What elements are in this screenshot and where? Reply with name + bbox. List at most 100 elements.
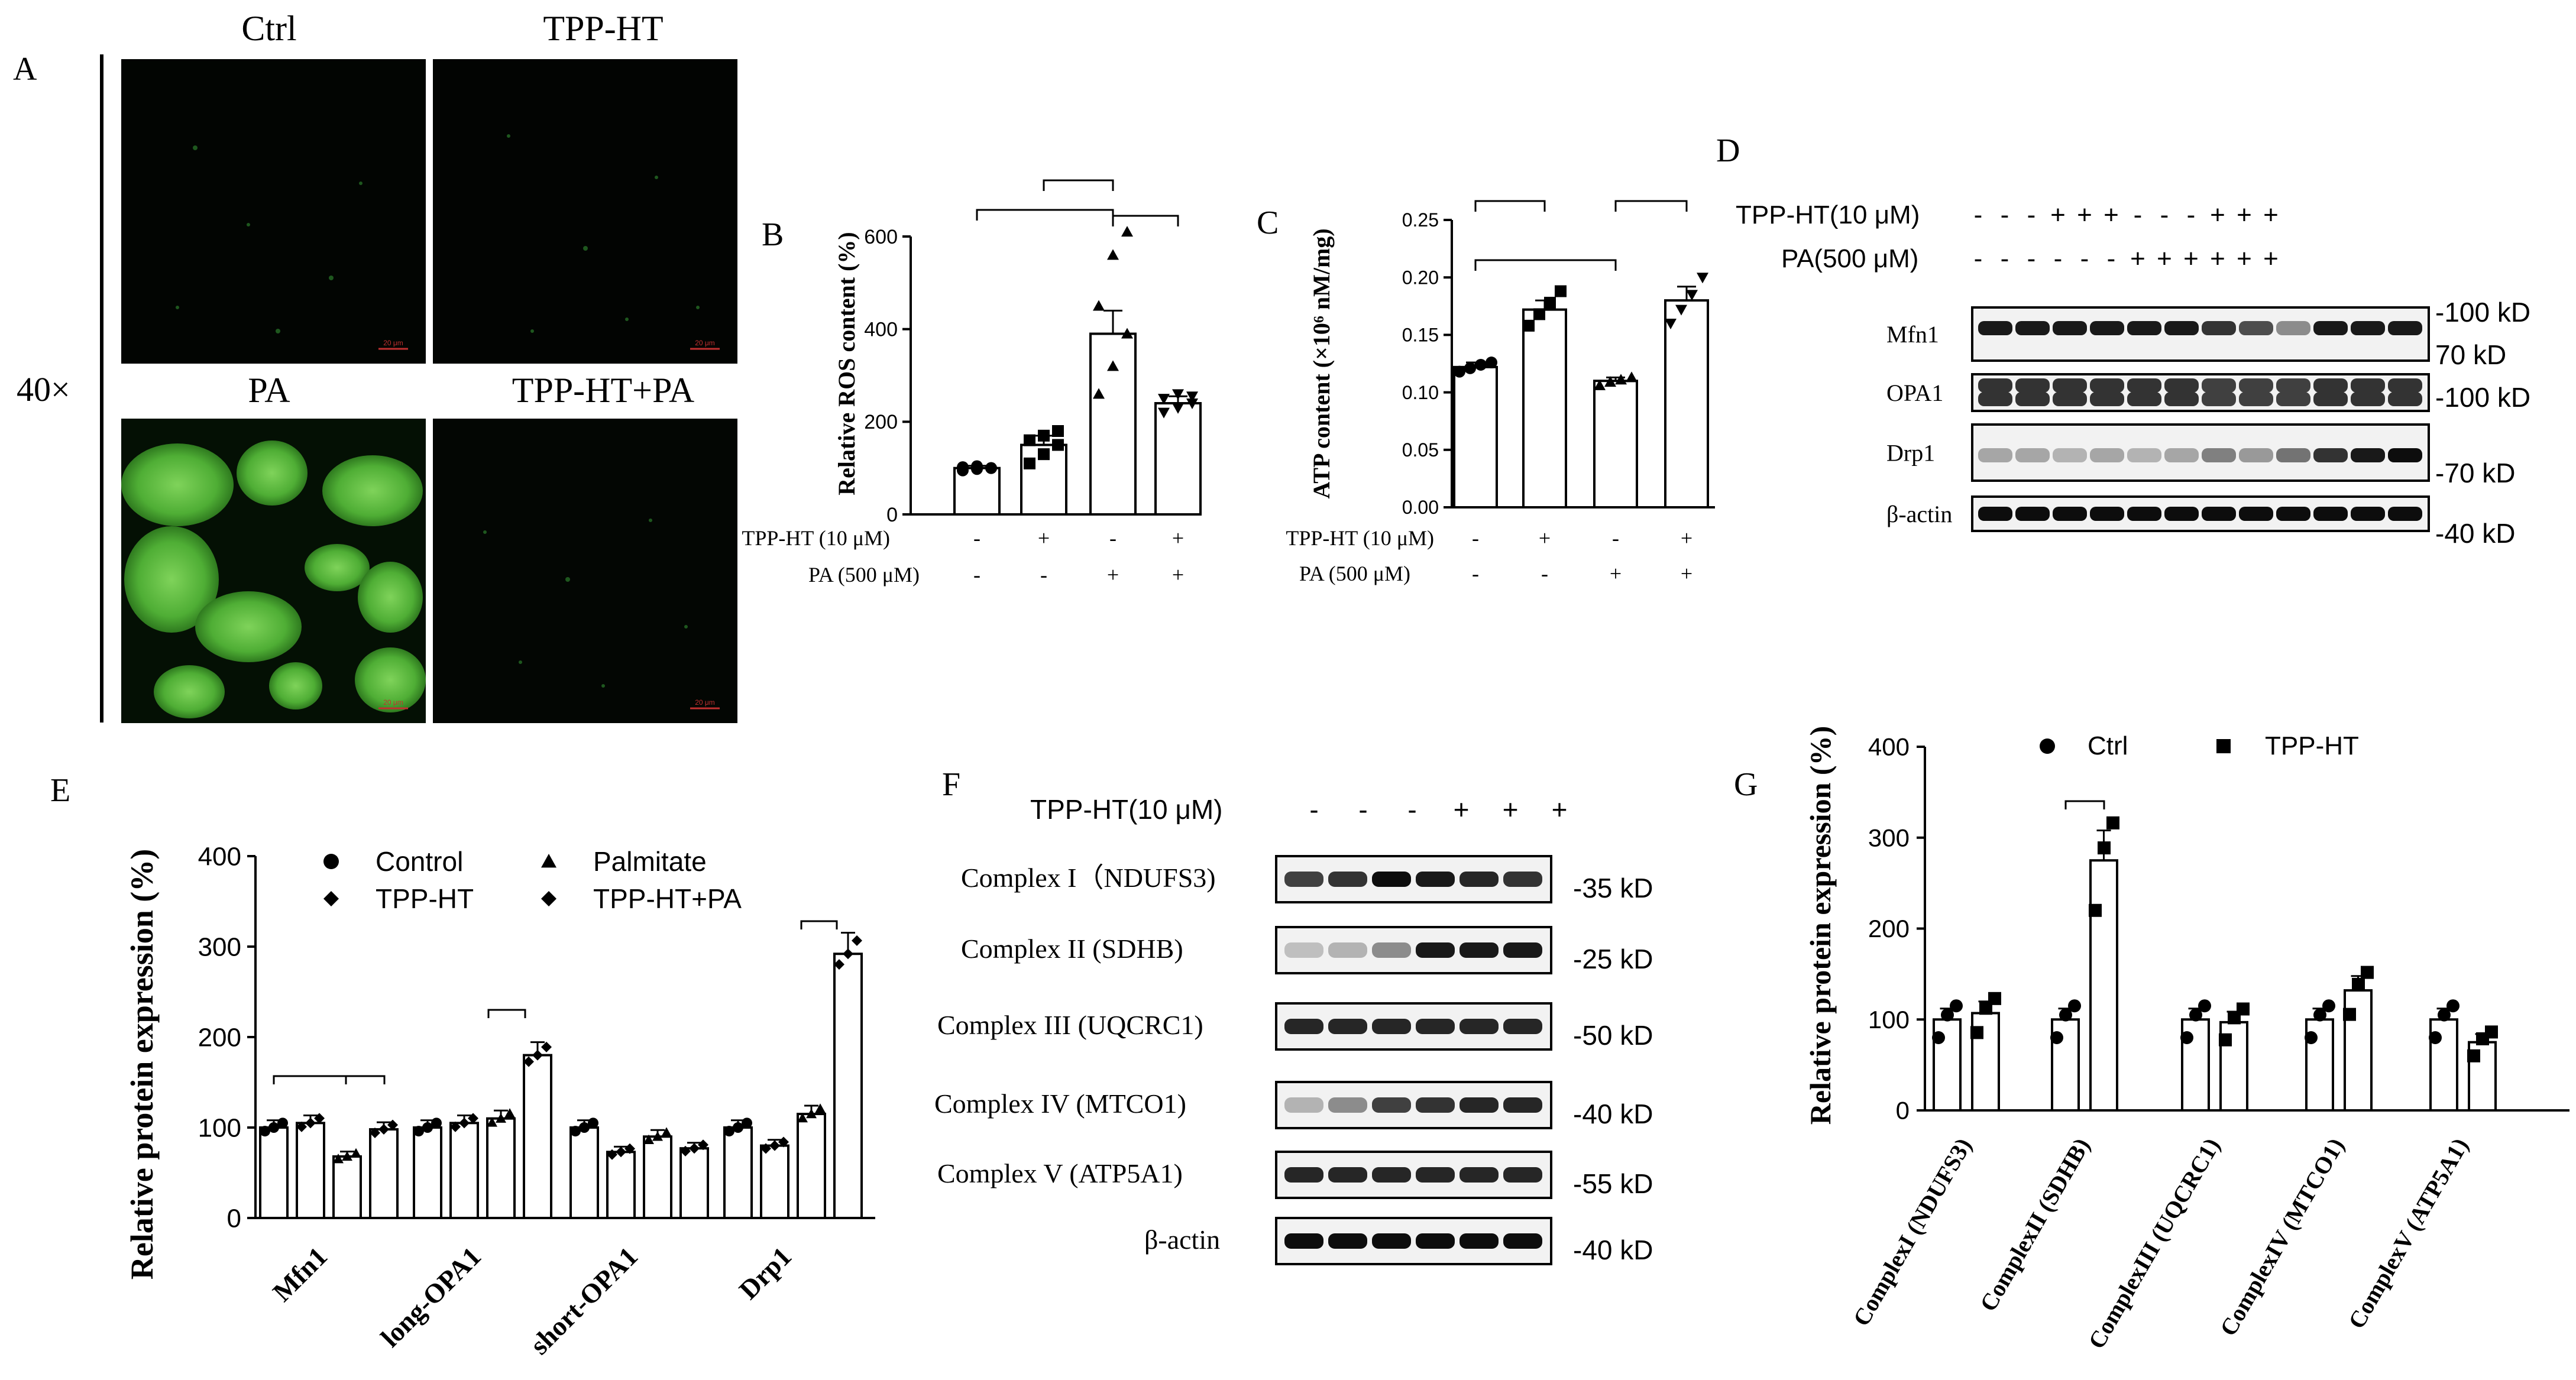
panel-g-point — [1970, 1026, 1983, 1039]
western-band — [2276, 507, 2310, 521]
panel-b-point — [1186, 391, 1198, 403]
western-band — [2313, 448, 2348, 462]
pa-cells — [121, 440, 426, 718]
panel-c-bar — [1664, 299, 1709, 508]
panel-d-row2-sign: + — [2183, 244, 2199, 273]
panel-e-bar — [296, 1122, 325, 1219]
panel-g-point — [2446, 999, 2460, 1013]
panel-e-point — [852, 935, 862, 946]
blot-mw-marker: -40 kD — [1573, 1099, 1653, 1129]
panel-c-point — [1464, 362, 1476, 374]
panel-g-ylabel: Relative protein expression (%) — [1804, 726, 1837, 1125]
western-band — [2239, 321, 2273, 335]
image-title-ctrl: Ctrl — [241, 9, 296, 48]
western-band — [1416, 1233, 1455, 1249]
panel-c-row2-label: PA (500 μM) — [1299, 562, 1410, 585]
panel-b-sig-3-bracket — [1112, 215, 1179, 226]
panel-b-treatment-table: - + - + - - + + — [973, 526, 1184, 587]
image-title-tpp-ht-pa: TPP-HT+PA — [512, 371, 694, 410]
western-band — [1328, 1019, 1367, 1034]
panel-f-row1-sign: + — [1552, 794, 1568, 825]
panel-d-row1-sign: - — [2134, 200, 2143, 229]
western-band — [2313, 378, 2348, 393]
panel-c-point — [1544, 296, 1556, 309]
western-band — [2053, 507, 2087, 521]
western-band — [2127, 448, 2161, 462]
western-band — [2276, 378, 2310, 393]
image-title-tpp-ht: TPP-HT — [543, 9, 663, 48]
western-band — [1978, 507, 2012, 521]
panel-b-row2-sign: + — [1172, 563, 1184, 587]
panel-d-row1-sign: - — [2187, 200, 2196, 229]
panel-b-point — [1093, 388, 1105, 399]
western-band — [2090, 507, 2124, 521]
panel-c-ylabel: ATP content (×10⁶ nM/mg) — [1308, 228, 1335, 498]
western-band — [2127, 507, 2161, 521]
western-band — [1328, 872, 1367, 887]
panel-b-point — [1158, 407, 1170, 419]
panel-g-category-label: ComplexIV (MTCO1) — [2215, 1133, 2350, 1340]
panel-c-point — [1615, 374, 1627, 385]
western-band — [1459, 1233, 1499, 1249]
panel-e-point — [541, 1041, 552, 1052]
panel-g-point — [2106, 816, 2119, 830]
panel-e-plot: Mfn1 long-OPA1 short-OPA1 Drp1 — [259, 920, 863, 1360]
panel-a-letter: A — [13, 51, 37, 88]
western-band — [1284, 872, 1323, 887]
panel-b-row1-sign: - — [1109, 526, 1117, 550]
western-band — [1459, 872, 1499, 887]
scale-bar-label-tpp-ht: 20 μm — [695, 339, 715, 347]
panel-e-point — [268, 1122, 279, 1133]
western-band — [1328, 1097, 1367, 1113]
panel-e-bar — [643, 1135, 672, 1220]
panel-e-point — [778, 1136, 789, 1148]
western-band — [2276, 392, 2310, 406]
panel-f-row1-sign: + — [1454, 794, 1470, 825]
panel-c-bar — [1593, 380, 1638, 508]
panel-g-legend-label: TPP-HT — [2265, 731, 2359, 760]
panel-e-point — [689, 1143, 700, 1154]
panel-d-row2-sign: - — [2001, 244, 2009, 273]
panel-e-point — [504, 1108, 515, 1118]
western-band — [1459, 942, 1499, 958]
panel-d-row1-sign: + — [2210, 200, 2225, 229]
blot-mw-marker: -100 kD — [2435, 297, 2530, 328]
western-band — [1372, 1019, 1411, 1034]
panel-b-point — [1172, 389, 1184, 400]
panel-c-point — [1523, 319, 1535, 332]
western-band — [2388, 448, 2422, 462]
panel-c-point — [1675, 304, 1687, 316]
panel-d-treatment-table: - - - + + + - - - + + +- - - - - - + + + + + + — [1974, 200, 2279, 273]
western-band — [2351, 392, 2385, 406]
western-band — [2313, 392, 2348, 406]
panel-e-point — [680, 1145, 691, 1157]
panel-g-point — [2180, 1031, 2193, 1044]
panel-d-row2-label: PA(500 μM) — [1781, 244, 1918, 273]
panel-e-point — [652, 1131, 663, 1141]
panel-e-point — [834, 959, 844, 970]
panel-b-y-tick-label: 600 — [864, 226, 898, 248]
western-band — [1416, 1019, 1455, 1034]
panel-g-legend-marker — [2040, 738, 2055, 754]
panel-f-row1-label: TPP-HT(10 μM) — [1030, 794, 1223, 825]
western-band — [1372, 1167, 1411, 1183]
panel-e-point — [661, 1127, 672, 1137]
panel-c-y-tick-label: 0.20 — [1402, 267, 1439, 288]
western-band — [2053, 448, 2087, 462]
panel-e-point — [387, 1119, 398, 1130]
western-band — [2388, 378, 2422, 393]
panel-e-point — [314, 1113, 325, 1124]
western-band — [1284, 1167, 1323, 1183]
western-band — [2388, 507, 2422, 521]
panel-c-bar — [1453, 365, 1498, 508]
western-band — [2388, 392, 2422, 406]
panel-b-error-bar — [1103, 309, 1122, 334]
panel-e-point — [742, 1117, 752, 1129]
panel-e-point — [487, 1117, 497, 1127]
panel-b-point — [1052, 439, 1064, 451]
panel-e-point — [769, 1140, 780, 1151]
western-band — [2164, 507, 2199, 521]
blot-mw-marker: -25 kD — [1573, 944, 1653, 974]
panel-c-treatment-table: - + - + - - + + — [1472, 526, 1692, 585]
western-band — [1284, 1233, 1323, 1249]
